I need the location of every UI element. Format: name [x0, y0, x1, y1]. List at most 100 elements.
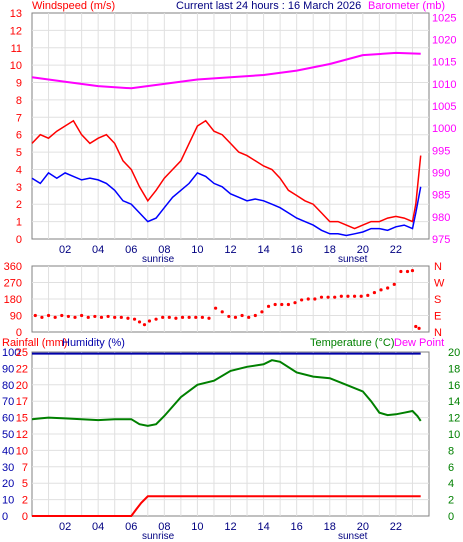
direction-point	[187, 315, 191, 319]
temperature-y-tick: 6	[448, 462, 454, 474]
barometer-y-tick: 1000	[432, 123, 456, 135]
direction-point	[366, 293, 370, 297]
direction-degree-tick: 270	[4, 278, 22, 290]
direction-compass-tick: N	[434, 261, 442, 273]
barometer-y-tick: 1005	[432, 101, 456, 113]
direction-point	[99, 315, 104, 319]
direction-point	[417, 326, 421, 330]
direction-point	[352, 294, 357, 298]
rain-y-tick: 25	[16, 347, 28, 359]
sunset-label-bottom: sunset	[338, 531, 368, 542]
x-tick-label: 22	[390, 244, 402, 256]
direction-point	[60, 313, 64, 318]
temperature-y-tick: 16	[448, 380, 460, 392]
barometer-y-tick: 980	[432, 212, 450, 224]
x-tick-label: 16	[291, 244, 303, 256]
barometer-y-tick: 1025	[432, 12, 456, 24]
direction-point	[372, 290, 377, 295]
wind-y-tick: 13	[10, 8, 22, 20]
wind-y-tick: 0	[16, 234, 22, 246]
direction-point	[253, 313, 257, 318]
temperature-y-tick: 8	[448, 445, 454, 457]
wind-y-tick: 2	[16, 199, 22, 211]
wind-y-tick: 5	[16, 147, 22, 159]
barometer-y-tick-labels: 975 980 985 990 995 1000 1005 1010 1015 1020 1025	[432, 12, 456, 246]
direction-degree-tick: 0	[16, 327, 22, 339]
humidity-y-tick: 80	[2, 380, 14, 392]
temperature-y-tick: 12	[448, 413, 460, 425]
barometer-axis-title: Barometer (mb)	[368, 0, 445, 12]
direction-point	[119, 315, 123, 319]
wind-series	[31, 51, 422, 237]
rain-y-tick: 15	[16, 413, 28, 425]
temperature-x-tick-labels: 02 04 06 08 10 12 14 16 18 20 22	[59, 521, 402, 533]
direction-point	[414, 324, 418, 329]
wind-x-tick-labels: 02 04 06 08 10 12 14 16 18 20 22	[59, 244, 402, 256]
humidity-y-tick-labels: 0 10 20 30 40 50 60 70 80 90 100	[2, 347, 20, 523]
direction-point	[93, 314, 97, 319]
direction-point	[346, 294, 350, 298]
x-tick-label: 08	[158, 521, 170, 533]
humidity-y-tick: 100	[2, 347, 20, 359]
wind-y-tick: 4	[16, 164, 22, 176]
direction-point	[180, 315, 185, 319]
humidity-y-tick: 60	[2, 413, 14, 425]
rain-y-tick: 12	[16, 429, 28, 441]
x-tick-label: 06	[125, 521, 137, 533]
x-tick-label: 10	[191, 244, 203, 256]
x-tick-label: 04	[92, 521, 104, 533]
temperature-y-tick: 2	[448, 495, 454, 507]
direction-point	[313, 297, 317, 301]
sunrise-label-bottom: sunrise	[142, 531, 175, 542]
direction-degree-labels: 0 90 180 270 360	[4, 261, 22, 339]
direction-point	[386, 286, 390, 290]
direction-point	[339, 294, 343, 298]
barometer-y-tick: 975	[432, 234, 450, 246]
temperature-y-tick: 10	[448, 429, 460, 441]
temperature-axis-title: Temperature (°C)	[310, 337, 394, 349]
x-tick-label: 02	[59, 521, 71, 533]
direction-point	[126, 316, 130, 320]
humidity-y-tick: 10	[2, 495, 14, 507]
temperature-y-tick: 20	[448, 347, 460, 359]
x-tick-label: 06	[125, 244, 137, 256]
direction-point	[326, 295, 330, 299]
x-tick-label: 18	[324, 244, 336, 256]
rain-y-tick: 2	[22, 495, 28, 507]
direction-point	[280, 302, 284, 307]
barometer-line	[31, 51, 421, 90]
temperature-y-tick: 14	[448, 396, 460, 408]
temperature-line	[31, 359, 422, 427]
humidity-axis-title: Humidity (%)	[62, 337, 125, 349]
wind-y-tick: 3	[16, 182, 22, 194]
humidity-y-tick: 20	[2, 478, 14, 490]
direction-point	[214, 306, 218, 310]
rain-y-tick: 10	[16, 445, 28, 457]
direction-point	[410, 268, 415, 273]
barometer-y-tick: 1010	[432, 79, 456, 91]
temperature-y-tick-labels: 0 2 4 6 8 10 12 14 16 18 20	[448, 347, 460, 523]
x-tick-label: 20	[357, 521, 369, 533]
direction-point	[113, 315, 117, 319]
direction-degree-tick: 180	[4, 294, 22, 306]
wind-line	[31, 171, 422, 237]
humidity-y-tick: 50	[2, 429, 14, 441]
direction-point	[86, 315, 90, 319]
wind-y-tick: 10	[10, 60, 22, 72]
direction-compass-tick: E	[434, 311, 441, 323]
temperature-humidity-panel: Rainfall (mm) Humidity (%) Temperature (…	[2, 337, 460, 542]
direction-point	[40, 315, 44, 319]
wind-y-tick: 1	[16, 217, 22, 229]
gust-line	[31, 119, 422, 230]
x-tick-label: 04	[92, 244, 104, 256]
x-tick-label: 10	[191, 521, 203, 533]
direction-degree-tick: 90	[10, 311, 22, 323]
direction-point	[227, 314, 231, 319]
direction-point	[379, 288, 383, 292]
direction-point	[273, 302, 277, 307]
barometer-y-tick: 985	[432, 190, 450, 202]
direction-degree-tick: 360	[4, 261, 22, 273]
humidity-y-tick: 40	[2, 445, 14, 457]
wind-y-tick: 6	[16, 130, 22, 142]
